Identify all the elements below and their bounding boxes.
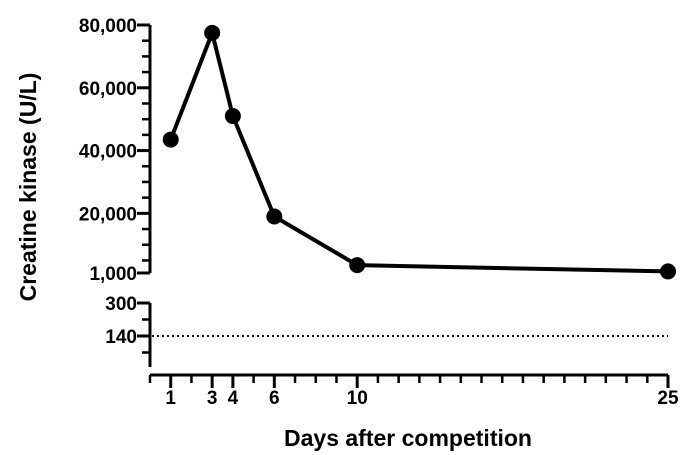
y-tick-label: 20,000: [79, 204, 137, 225]
x-tick-label: 10: [347, 388, 368, 409]
y-axis-title: Creatine kinase (U/L): [15, 73, 41, 302]
data-point: [162, 131, 179, 148]
x-tick-label: 6: [269, 388, 280, 409]
y-tick-label: 1,000: [89, 264, 137, 285]
y-tick-label: 140: [105, 327, 137, 348]
y-tick-label: 40,000: [79, 142, 137, 163]
x-tick-label: 4: [228, 388, 239, 409]
x-tick-label: 25: [657, 388, 679, 409]
x-tick-label: 1: [165, 388, 176, 409]
y-tick-label: 60,000: [79, 79, 137, 100]
data-point: [266, 208, 283, 225]
y-tick-label: 300: [105, 294, 137, 315]
plot-group: [152, 24, 676, 337]
y-tick-label: 80,000: [79, 16, 137, 37]
series-line: [168, 30, 669, 274]
ticks-group: 80,000 60,000 40,000 20,000 1,000 300 140 1 3 4 6 1…: [79, 16, 679, 409]
x-tick-label: 3: [207, 388, 218, 409]
data-point: [660, 263, 676, 280]
x-axis-title: Days after competition: [284, 425, 532, 451]
data-point: [349, 257, 366, 274]
data-point: [204, 24, 221, 41]
axes-group: [148, 25, 668, 377]
data-point: [224, 108, 241, 125]
